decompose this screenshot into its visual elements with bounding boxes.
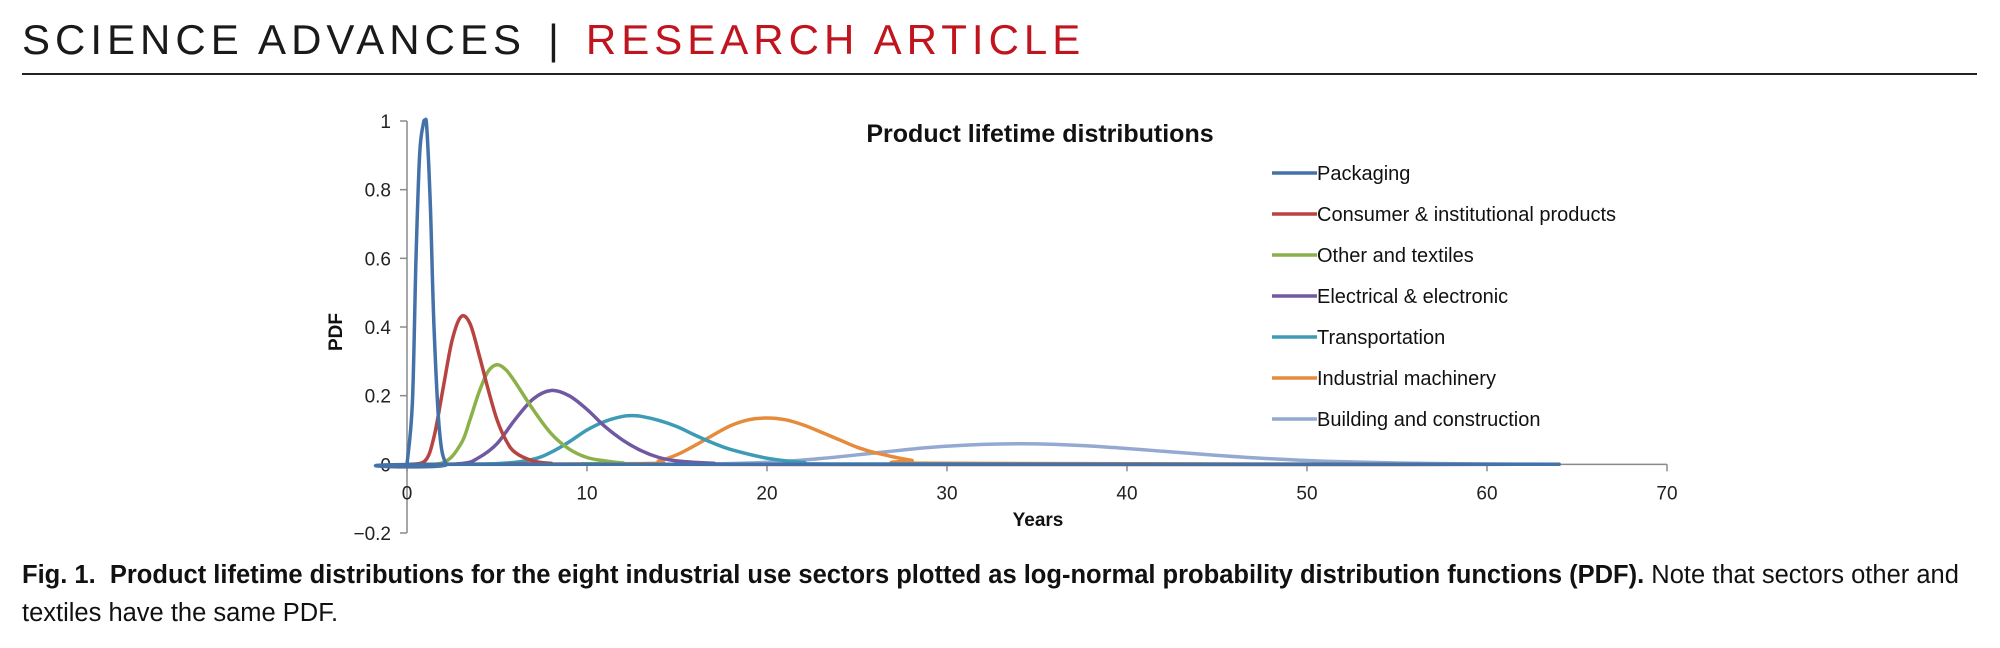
x-tick-label: 30 — [936, 483, 957, 504]
y-axis-label: PDF — [326, 313, 347, 351]
x-tick-label: 10 — [576, 483, 597, 504]
legend-label-other-and-textiles: Other and textiles — [1317, 245, 1474, 267]
caption-label: Fig. 1. — [22, 561, 96, 589]
chart-title: Product lifetime distributions — [866, 120, 1213, 148]
article-section: RESEARCH ARTICLE — [585, 16, 1086, 63]
figure-caption: Fig. 1. Product lifetime distributions f… — [22, 556, 1982, 632]
lifetime-distribution-chart: −0.200.20.40.60.810 10 20 30 40 50 60 70 Produc… — [326, 112, 1678, 545]
x-axis-label: Years — [1013, 510, 1064, 531]
journal-name: SCIENCE ADVANCES — [22, 16, 526, 63]
series-line-building-and-construction — [405, 441, 1561, 467]
x-tick-label: 20 — [756, 483, 777, 504]
x-tick-label: 0 — [402, 483, 413, 504]
journal-header: SCIENCE ADVANCES | RESEARCH ARTICLE — [22, 10, 1085, 70]
y-tick-label: 0.8 — [365, 181, 391, 202]
legend-label-consumer-institutional-products: Consumer & institutional products — [1317, 204, 1616, 226]
x-tick-label: 40 — [1116, 483, 1137, 504]
caption-rest-text: Note that sectors other and textiles hav… — [22, 561, 1959, 627]
legend-label-building-and-construction: Building and construction — [1317, 409, 1540, 431]
y-tick-label: 0.6 — [365, 249, 391, 270]
series-line-packaging — [373, 117, 1561, 469]
legend-label-transportation: Transportation — [1317, 327, 1445, 349]
x-tick-label: 50 — [1296, 483, 1317, 504]
header-separator: | — [548, 16, 564, 63]
chart-axes: −0.200.20.40.60.810 10 20 30 40 50 60 70 — [353, 112, 1677, 545]
legend-label-packaging: Packaging — [1317, 163, 1410, 185]
y-tick-label: 0.2 — [365, 387, 391, 408]
y-tick-label: 1 — [380, 112, 391, 133]
legend-label-industrial-machinery: Industrial machinery — [1317, 368, 1496, 390]
x-tick-label: 60 — [1476, 483, 1497, 504]
header-rule — [22, 73, 1977, 75]
y-tick-label: 0.4 — [365, 318, 392, 339]
chart-series — [373, 117, 1561, 469]
caption-bold-text: Product lifetime distributions for the e… — [109, 561, 1645, 589]
y-tick-label: −0.2 — [353, 524, 391, 545]
legend-label-electrical-electronic: Electrical & electronic — [1317, 286, 1508, 308]
chart-legend: Packaging Consumer & institutional produc… — [1272, 163, 1616, 431]
x-tick-label: 70 — [1656, 483, 1677, 504]
